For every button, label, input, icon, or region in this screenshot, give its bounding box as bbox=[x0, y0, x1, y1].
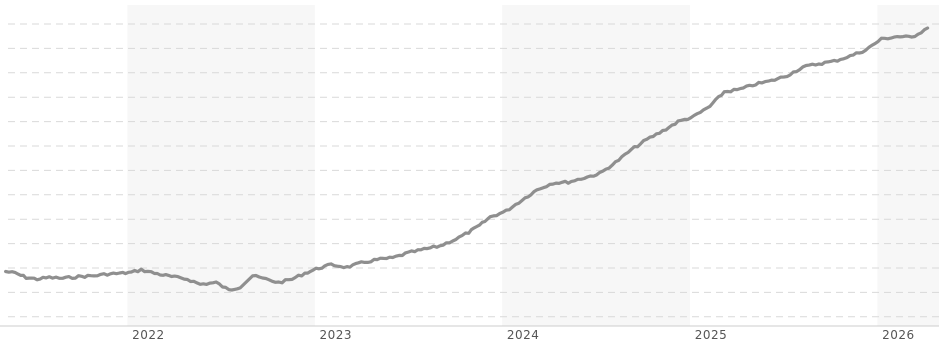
x-tick-label-2023: 2023 bbox=[320, 328, 353, 342]
series-group bbox=[3, 26, 930, 292]
x-tick-label-2025: 2025 bbox=[695, 328, 728, 342]
year-band-2026 bbox=[877, 5, 939, 326]
series-line-0 bbox=[3, 26, 930, 292]
x-tick-label-2022: 2022 bbox=[132, 328, 165, 342]
year-band-2024 bbox=[502, 5, 691, 326]
year-band-2022 bbox=[127, 5, 315, 326]
x-axis-ticks: 2022 2023 2024 2025 2026 bbox=[132, 328, 915, 342]
x-tick-label-2024: 2024 bbox=[507, 328, 540, 342]
x-tick-label-2026: 2026 bbox=[882, 328, 915, 342]
